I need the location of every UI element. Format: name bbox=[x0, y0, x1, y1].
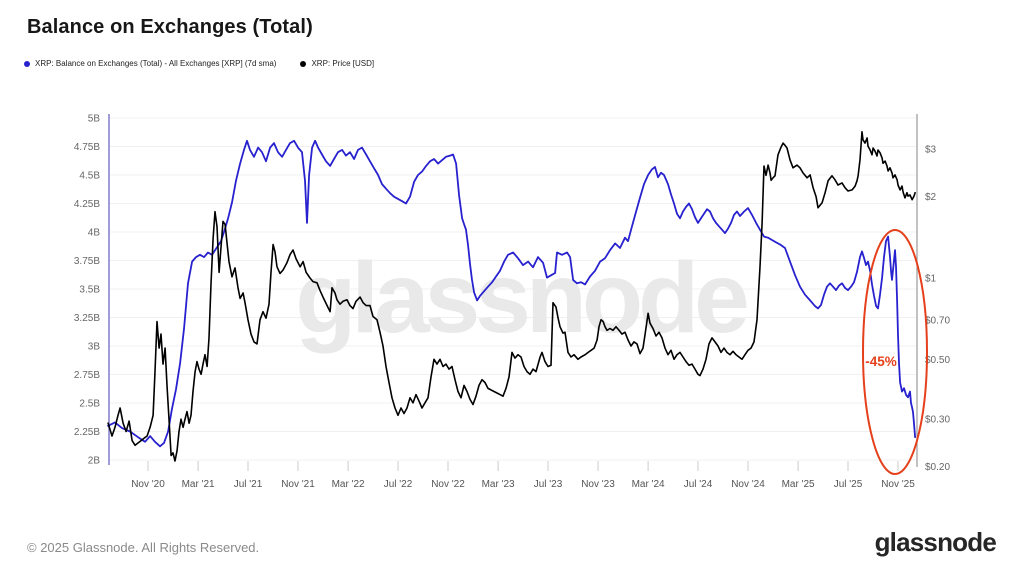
y-tick-label-right: $0.30 bbox=[925, 415, 950, 426]
y-tick-label-left: 4.25B bbox=[74, 199, 100, 210]
y-tick-label-left: 2.5B bbox=[79, 399, 100, 410]
y-tick-label-left: 2.25B bbox=[74, 427, 100, 438]
chart-canvas[interactable]: glassnode 2B 2.25B 2.5B 2.75B 3B 3.25B 3.5B 3.75… bbox=[0, 0, 1024, 510]
legend-item-balance[interactable]: XRP: Balance on Exchanges (Total) - All … bbox=[24, 59, 276, 68]
watermark: glassnode bbox=[295, 242, 747, 354]
x-tick-label: Jul '23 bbox=[534, 479, 563, 490]
price-series-line bbox=[107, 131, 916, 462]
legend-dot-balance-icon bbox=[24, 60, 30, 67]
x-tick-label: Jul '21 bbox=[234, 479, 263, 490]
y-tick-label-left: 2.75B bbox=[74, 370, 100, 381]
balance-series-line bbox=[107, 139, 916, 448]
glassnode-logo: glassnode bbox=[874, 527, 997, 557]
y-tick-label-left: 3B bbox=[88, 342, 101, 353]
legend-label-balance: XRP: Balance on Exchanges (Total) - All … bbox=[35, 59, 277, 68]
y-tick-label-left: 3.5B bbox=[79, 285, 100, 296]
x-tick-label: Nov '20 bbox=[131, 479, 165, 490]
y-tick-label-left: 4.75B bbox=[74, 142, 100, 153]
x-tick-label: Mar '23 bbox=[482, 479, 515, 490]
gridlines bbox=[109, 117, 917, 461]
chart-legend: XRP: Balance on Exchanges (Total) - All … bbox=[24, 59, 398, 68]
y-tick-label-left: 4.5B bbox=[79, 171, 100, 182]
x-tick-label: Mar '21 bbox=[182, 479, 215, 490]
copyright-text: © 2025 Glassnode. All Rights Reserved. bbox=[27, 540, 260, 555]
y-tick-label-right: $0.70 bbox=[925, 315, 950, 326]
x-tick-label: Nov '24 bbox=[731, 479, 765, 490]
drop-annotation-label: -45% bbox=[865, 354, 897, 369]
x-tick-label: Mar '24 bbox=[632, 479, 665, 490]
x-tick-label: Jul '22 bbox=[384, 479, 413, 490]
legend-item-price[interactable]: XRP: Price [USD] bbox=[300, 59, 374, 68]
x-axis-labels bbox=[147, 461, 899, 471]
y-tick-label-left: 5B bbox=[88, 114, 101, 125]
x-tick-label: Mar '25 bbox=[782, 479, 815, 490]
x-tick-label: Jul '24 bbox=[684, 479, 713, 490]
legend-label-price: XRP: Price [USD] bbox=[311, 59, 375, 68]
y-tick-label-right: $3 bbox=[925, 145, 937, 156]
drop-annotation-ellipse bbox=[862, 229, 928, 475]
y-tick-label-left: 2B bbox=[88, 456, 101, 467]
x-tick-label: Mar '22 bbox=[332, 479, 365, 490]
x-tick-label: Nov '25 bbox=[881, 479, 915, 490]
y-tick-label-right: $2 bbox=[925, 192, 937, 203]
x-tick-label: Nov '23 bbox=[581, 479, 615, 490]
y-tick-label-right: $1 bbox=[925, 274, 937, 285]
x-tick-label: Nov '21 bbox=[281, 479, 315, 490]
x-tick-label: Jul '25 bbox=[834, 479, 863, 490]
y-tick-label-left: 3.25B bbox=[74, 313, 100, 324]
y-tick-label-left: 4B bbox=[88, 228, 101, 239]
y-tick-label-left: 3.75B bbox=[74, 256, 100, 267]
y-tick-label-right: $0.50 bbox=[925, 355, 950, 366]
page-title: Balance on Exchanges (Total) bbox=[27, 16, 313, 38]
legend-dot-price-icon bbox=[300, 60, 307, 67]
x-tick-label: Nov '22 bbox=[431, 479, 465, 490]
y-tick-label-right: $0.20 bbox=[925, 462, 950, 473]
